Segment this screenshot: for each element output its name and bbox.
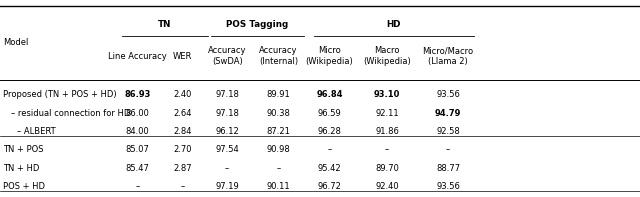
Text: 93.56: 93.56: [436, 182, 460, 191]
Text: 92.58: 92.58: [436, 127, 460, 136]
Text: Proposed (TN + POS + HD): Proposed (TN + POS + HD): [3, 90, 117, 99]
Text: 93.56: 93.56: [436, 90, 460, 99]
Text: 97.18: 97.18: [215, 90, 239, 99]
Text: 96.12: 96.12: [215, 127, 239, 136]
Text: 94.79: 94.79: [435, 109, 461, 118]
Text: WER: WER: [173, 52, 192, 61]
Text: Micro/Macro
(Llama 2): Micro/Macro (Llama 2): [422, 46, 474, 66]
Text: 96.28: 96.28: [317, 127, 342, 136]
Text: HD: HD: [387, 20, 401, 29]
Text: –: –: [225, 164, 229, 173]
Text: 90.98: 90.98: [266, 145, 291, 154]
Text: –: –: [180, 182, 184, 191]
Text: 91.86: 91.86: [375, 127, 399, 136]
Text: 93.10: 93.10: [374, 90, 401, 99]
Text: –: –: [276, 164, 280, 173]
Text: 89.91: 89.91: [266, 90, 291, 99]
Text: 89.70: 89.70: [375, 164, 399, 173]
Text: 85.07: 85.07: [125, 145, 150, 154]
Text: 97.18: 97.18: [215, 109, 239, 118]
Text: 2.87: 2.87: [173, 164, 192, 173]
Text: 96.59: 96.59: [317, 109, 342, 118]
Text: TN + HD: TN + HD: [3, 164, 40, 173]
Text: 97.54: 97.54: [215, 145, 239, 154]
Text: 90.11: 90.11: [267, 182, 290, 191]
Text: Micro
(Wikipedia): Micro (Wikipedia): [306, 46, 353, 66]
Text: – residual connection for HD: – residual connection for HD: [11, 109, 131, 118]
Text: 2.70: 2.70: [173, 145, 191, 154]
Text: Line Accuracy: Line Accuracy: [108, 52, 167, 61]
Text: Accuracy
(Internal): Accuracy (Internal): [259, 46, 298, 66]
Text: POS Tagging: POS Tagging: [227, 20, 289, 29]
Text: 2.40: 2.40: [173, 90, 191, 99]
Text: – ALBERT: – ALBERT: [17, 127, 56, 136]
Text: 84.00: 84.00: [125, 127, 150, 136]
Text: POS + HD: POS + HD: [3, 182, 45, 191]
Text: 85.47: 85.47: [125, 164, 150, 173]
Text: 92.40: 92.40: [376, 182, 399, 191]
Text: 92.11: 92.11: [376, 109, 399, 118]
Text: 96.72: 96.72: [317, 182, 342, 191]
Text: 86.00: 86.00: [125, 109, 150, 118]
Text: Accuracy
(SwDA): Accuracy (SwDA): [208, 46, 246, 66]
Text: –: –: [385, 145, 389, 154]
Text: 87.21: 87.21: [266, 127, 291, 136]
Text: Model: Model: [3, 38, 29, 47]
Text: 2.64: 2.64: [173, 109, 191, 118]
Text: 95.42: 95.42: [318, 164, 341, 173]
Text: 86.93: 86.93: [124, 90, 151, 99]
Text: 88.77: 88.77: [436, 164, 460, 173]
Text: Macro
(Wikipedia): Macro (Wikipedia): [364, 46, 411, 66]
Text: 96.84: 96.84: [316, 90, 343, 99]
Text: –: –: [136, 182, 140, 191]
Text: 90.38: 90.38: [266, 109, 291, 118]
Text: TN: TN: [158, 20, 172, 29]
Text: –: –: [446, 145, 450, 154]
Text: –: –: [328, 145, 332, 154]
Text: TN + POS: TN + POS: [3, 145, 44, 154]
Text: 97.19: 97.19: [215, 182, 239, 191]
Text: 2.84: 2.84: [173, 127, 191, 136]
